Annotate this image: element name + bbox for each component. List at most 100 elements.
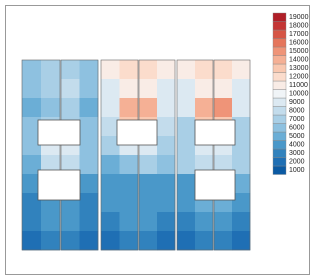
cell — [157, 155, 176, 175]
colorbar-label: 6000 — [289, 125, 305, 132]
cell — [119, 193, 139, 213]
cell — [232, 98, 251, 118]
colorbar-swatch — [272, 165, 287, 175]
opening — [194, 119, 236, 146]
colorbar-swatch — [272, 72, 287, 82]
cell — [79, 117, 99, 137]
colorbar-label: 9000 — [289, 99, 305, 106]
cell — [79, 212, 99, 232]
cell — [22, 174, 42, 194]
colorbar-label: 2000 — [289, 159, 305, 166]
cell — [41, 155, 61, 175]
cell — [22, 231, 42, 251]
colorbar-label: 19000 — [289, 14, 309, 21]
cell — [157, 136, 176, 156]
cell — [177, 98, 196, 118]
cell — [139, 60, 158, 80]
colorbar-swatch — [272, 55, 287, 65]
cell — [139, 79, 158, 99]
cell — [177, 79, 196, 99]
colorbar-label: 7000 — [289, 116, 305, 123]
cell — [177, 193, 196, 213]
cell — [195, 79, 214, 99]
cell — [157, 212, 176, 232]
colorbar-label: 10000 — [289, 91, 309, 98]
colorbar-label: 3000 — [289, 150, 305, 157]
cell — [22, 193, 42, 213]
panel-outline — [176, 59, 214, 251]
panel-outline — [138, 59, 176, 251]
colorbar-label: 18000 — [289, 23, 309, 30]
colorbar-swatch — [272, 21, 287, 31]
contour-field — [21, 59, 251, 251]
colorbar-swatch — [272, 63, 287, 73]
cell — [101, 193, 120, 213]
colorbar-label: 14000 — [289, 57, 309, 64]
colorbar-swatch — [272, 114, 287, 124]
cell — [177, 136, 196, 156]
cell — [79, 79, 99, 99]
cell — [177, 174, 196, 194]
cell — [177, 60, 196, 80]
colorbar-swatch — [272, 106, 287, 116]
colorbar-label: 8000 — [289, 108, 305, 115]
cell — [41, 231, 61, 251]
cell — [157, 60, 176, 80]
cell — [195, 98, 214, 118]
cell — [119, 212, 139, 232]
cell — [22, 136, 42, 156]
cell — [119, 60, 139, 80]
colorbar-label: 15000 — [289, 48, 309, 55]
colorbar-swatch — [272, 38, 287, 48]
panel-outline — [213, 59, 251, 251]
walls — [37, 119, 236, 201]
cell — [22, 79, 42, 99]
cell — [41, 60, 61, 80]
cell — [79, 98, 99, 118]
cell — [157, 174, 176, 194]
colorbar-label: 12000 — [289, 74, 309, 81]
colorbar-swatch — [272, 89, 287, 99]
cell — [101, 60, 120, 80]
cell — [101, 98, 120, 118]
cell — [157, 98, 176, 118]
cell — [119, 155, 139, 175]
cell — [232, 212, 251, 232]
colorbar-label: 5000 — [289, 133, 305, 140]
cell — [195, 212, 214, 232]
cell — [157, 193, 176, 213]
cell — [139, 212, 158, 232]
cell — [61, 60, 80, 80]
cell — [139, 98, 158, 118]
cell — [101, 212, 120, 232]
cell — [157, 117, 176, 137]
colorbar-swatch — [272, 123, 287, 133]
cell — [214, 79, 233, 99]
cell — [101, 117, 120, 137]
cell — [119, 174, 139, 194]
colorbar-label: 13000 — [289, 65, 309, 72]
colorbar-label: 16000 — [289, 40, 309, 47]
colorbar-swatch — [272, 148, 287, 158]
cell — [232, 231, 251, 251]
cell — [101, 136, 120, 156]
opening — [194, 169, 236, 201]
cell — [61, 212, 80, 232]
cell — [101, 231, 120, 251]
cell — [61, 79, 80, 99]
cell — [157, 231, 176, 251]
cell — [139, 231, 158, 251]
opening — [116, 119, 158, 146]
cell — [232, 79, 251, 99]
cell — [41, 98, 61, 118]
cell — [139, 193, 158, 213]
colorbar-swatch — [272, 29, 287, 39]
cell — [119, 231, 139, 251]
colorbar-label: 4000 — [289, 142, 305, 149]
cell — [214, 212, 233, 232]
cell — [61, 98, 80, 118]
cell — [41, 79, 61, 99]
cell — [157, 79, 176, 99]
